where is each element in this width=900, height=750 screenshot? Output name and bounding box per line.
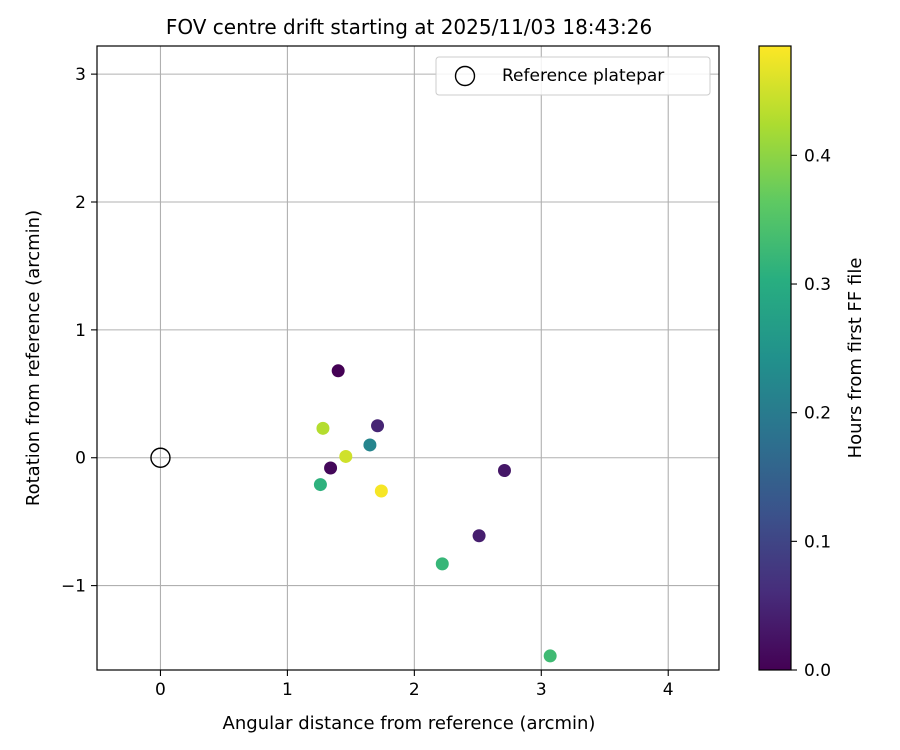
- legend-label: Reference platepar: [502, 66, 664, 86]
- y-tick-label: 1: [75, 321, 86, 341]
- data-point: [363, 438, 377, 452]
- data-point: [331, 364, 345, 378]
- reference-marker-group: [150, 447, 171, 468]
- colorbar-ticks: 0.0 0.1 0.2 0.3 0.4: [791, 146, 831, 681]
- colorbar-tick-label: 0.3: [804, 275, 831, 295]
- x-tick-label: 1: [282, 680, 293, 700]
- colorbar-gradient: [758, 45, 792, 671]
- colorbar-tick-label: 0.1: [804, 532, 831, 552]
- y-tick-label: 2: [75, 193, 86, 213]
- y-tick-label: −1: [61, 577, 86, 597]
- data-point: [313, 478, 327, 492]
- y-tick-label: 3: [75, 65, 86, 85]
- data-point: [324, 461, 338, 475]
- chart-title: FOV centre drift starting at 2025/11/03 …: [166, 15, 652, 39]
- data-point: [339, 449, 353, 463]
- legend-reference-icon: [454, 65, 476, 87]
- y-tick-label: 0: [75, 449, 86, 469]
- x-axis-label: Angular distance from reference (arcmin): [223, 713, 596, 734]
- data-point: [374, 484, 388, 498]
- x-tick-label: 0: [155, 680, 166, 700]
- data-point: [316, 421, 330, 435]
- plot-frame: [96, 45, 720, 671]
- x-tick-label: 3: [536, 680, 547, 700]
- colorbar: 0.0 0.1 0.2 0.3 0.4 Hours from first FF file: [758, 45, 866, 681]
- y-axis-label: Rotation from reference (arcmin): [23, 210, 44, 506]
- colorbar-label: Hours from first FF file: [845, 258, 866, 459]
- data-point: [497, 464, 511, 478]
- x-axis-ticks: 0 1 2 3 4: [155, 670, 674, 700]
- x-tick-label: 2: [409, 680, 420, 700]
- data-point: [543, 649, 557, 663]
- reference-platepar-marker: [150, 447, 171, 468]
- colorbar-tick-label: 0.2: [804, 404, 831, 424]
- data-point: [371, 419, 385, 433]
- y-axis-ticks: −1 0 1 2 3: [61, 65, 97, 597]
- colorbar-tick-label: 0.4: [804, 146, 831, 166]
- legend: Reference platepar: [435, 56, 711, 96]
- data-point: [472, 529, 486, 543]
- colorbar-tick-label: 0.0: [804, 661, 831, 681]
- data-point: [435, 557, 449, 571]
- grid-lines: [97, 46, 719, 670]
- legend-box: [435, 56, 711, 96]
- x-tick-label: 4: [663, 680, 674, 700]
- data-points: [313, 364, 557, 663]
